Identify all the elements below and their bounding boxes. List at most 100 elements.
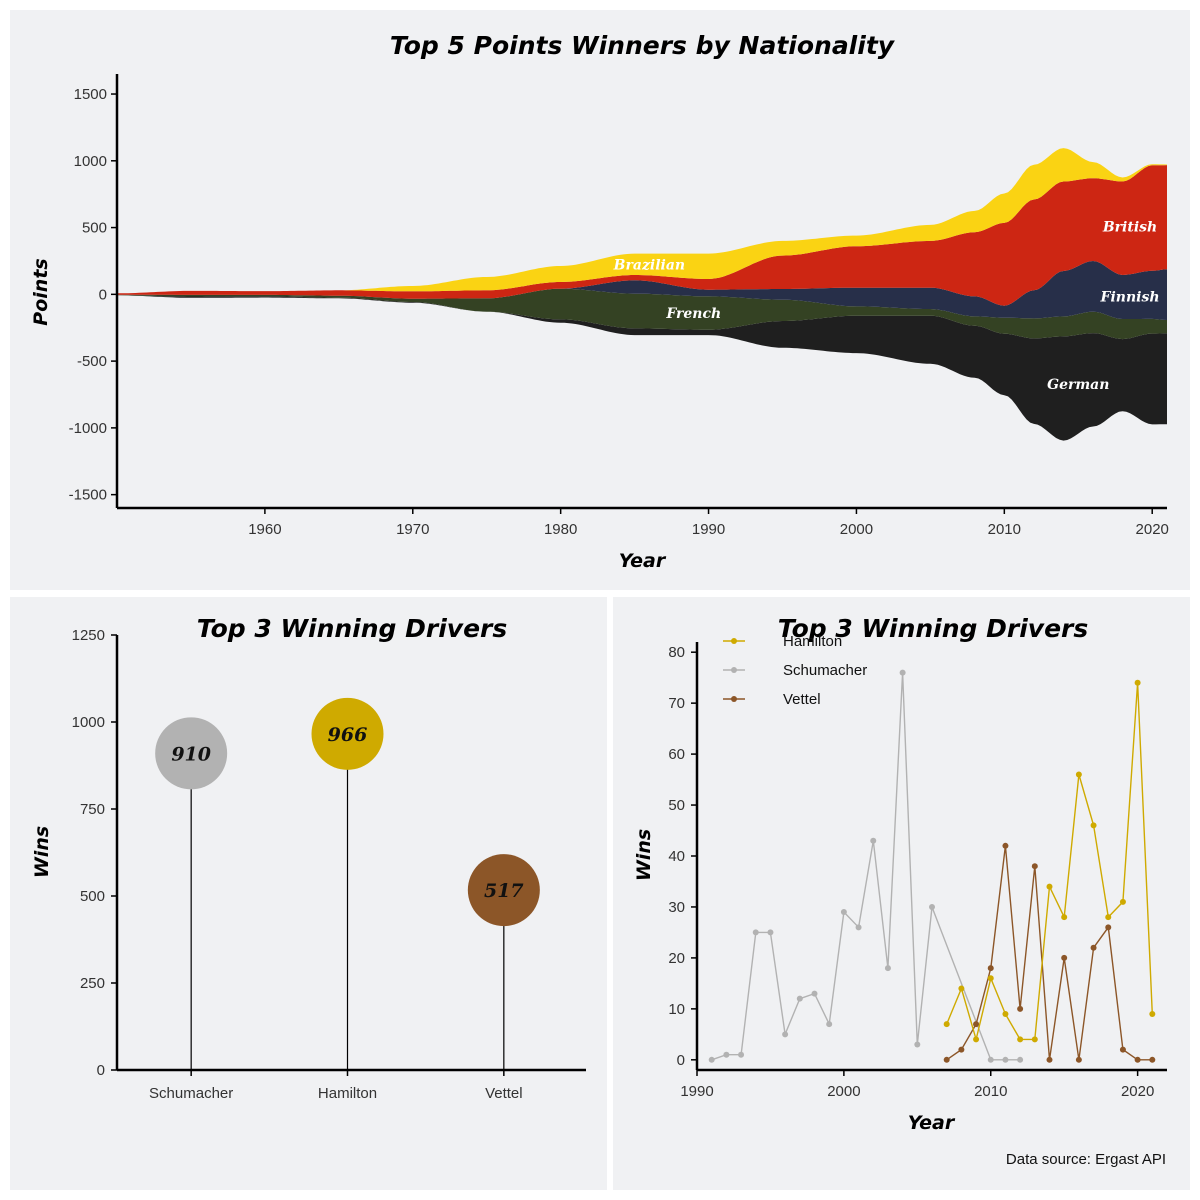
lollipop-x-tick-label-hamilton: Hamilton (318, 1085, 377, 1102)
line-point-vettel (973, 1021, 980, 1028)
lollipop-y-axis-title: Wins (31, 826, 53, 878)
line-point-vettel (987, 965, 994, 972)
line-point-schumacher (723, 1051, 730, 1058)
legend-label-vettel: Vettel (783, 691, 821, 708)
x-tick-label: 1990 (692, 521, 725, 538)
line-point-schumacher (738, 1051, 745, 1058)
lollipop-value-label-hamilton: 966 (328, 724, 368, 746)
line-point-hamilton (973, 1036, 980, 1043)
stream-area-brazilian (117, 148, 1167, 294)
x-tick-label: 1960 (248, 521, 281, 538)
line-point-hamilton (1002, 1010, 1009, 1017)
line-title: Top 3 Winning Drivers (778, 614, 1089, 643)
line-y-tick-label: 0 (677, 1052, 685, 1069)
y-axis-title: Points (30, 258, 52, 325)
line-point-vettel (1134, 1056, 1141, 1063)
line-point-schumacher (752, 929, 759, 936)
stream-label-french: French (665, 306, 721, 322)
lollipop-y-tick-label: 1250 (72, 627, 105, 644)
line-point-schumacher (914, 1041, 921, 1048)
stream-area-finnish (117, 261, 1167, 320)
y-tick-label: 0 (99, 286, 107, 303)
legend-label-schumacher: Schumacher (783, 662, 867, 679)
line-point-vettel (1061, 954, 1068, 961)
x-axis-title: Year (619, 550, 667, 572)
line-series-hamilton (946, 682, 1153, 1043)
line-point-schumacher (987, 1056, 994, 1063)
line-chart: Top 3 Winning Drivers 01020304050607080 … (633, 614, 1167, 1168)
lollipop-value-label-vettel: 517 (484, 880, 524, 902)
line-point-schumacher (1017, 1056, 1024, 1063)
x-tick-label: 1980 (544, 521, 577, 538)
line-point-schumacher (855, 924, 862, 931)
streamgraph-panel: Top 5 Points Winners by Nationality Germ… (10, 10, 1190, 590)
x-tick-label: 2020 (1136, 521, 1169, 538)
lollipop-y-tick-label: 500 (80, 888, 105, 905)
line-point-vettel (1031, 863, 1038, 870)
lollipop-bubble-vettel (467, 854, 540, 927)
lollipop-x-tick-label-vettel: Vettel (485, 1085, 523, 1102)
line-point-hamilton (1134, 679, 1141, 686)
line-point-hamilton (1119, 898, 1126, 905)
line-y-tick-label: 10 (668, 1001, 685, 1018)
line-point-hamilton (987, 975, 994, 982)
y-tick-label: -1000 (69, 420, 107, 437)
streamgraph-title: Top 5 Points Winners by Nationality (390, 31, 896, 60)
line-point-vettel (1046, 1056, 1053, 1063)
line-point-hamilton (1017, 1036, 1024, 1043)
lollipop-title: Top 3 Winning Drivers (197, 614, 508, 643)
line-point-schumacher (767, 929, 774, 936)
line-point-vettel (1149, 1056, 1156, 1063)
legend-key-point-vettel (731, 696, 737, 702)
line-point-vettel (1017, 1005, 1024, 1012)
line-point-schumacher (840, 909, 847, 916)
y-tick-label: 1500 (74, 86, 107, 103)
lollipop-chart: Top 3 Winning Drivers 910 966 517 0 250 500 7… (31, 614, 586, 1102)
lollipop-bubble-hamilton (311, 697, 384, 770)
line-y-tick-label: 40 (668, 848, 685, 865)
stream-area-british (117, 165, 1167, 306)
line-x-tick-label: 1990 (680, 1083, 713, 1100)
lollipop-value-label-schumacher: 910 (171, 743, 211, 765)
line-point-schumacher (708, 1056, 715, 1063)
stream-label-german: German (1047, 377, 1109, 393)
line-point-schumacher (796, 995, 803, 1002)
line-legend: Hamilton Schumacher Vettel (723, 633, 867, 708)
line-series-schumacher (711, 672, 1021, 1061)
line-point-hamilton (943, 1021, 950, 1028)
line-point-hamilton (1031, 1036, 1038, 1043)
line-y-tick-label: 70 (668, 695, 685, 712)
line-series-vettel (946, 845, 1153, 1061)
y-tick-label: 1000 (74, 153, 107, 170)
line-point-schumacher (1002, 1056, 1009, 1063)
line-y-tick-label: 80 (668, 644, 685, 661)
line-x-axis-title: Year (908, 1112, 956, 1134)
lollipop-y-tick-label: 0 (97, 1062, 105, 1079)
line-x-tick-label: 2010 (974, 1083, 1007, 1100)
y-tick-label: -500 (77, 353, 107, 370)
line-point-vettel (1002, 842, 1009, 849)
line-point-hamilton (1061, 914, 1068, 921)
line-point-hamilton (1090, 822, 1097, 829)
x-tick-label: 2010 (988, 521, 1021, 538)
line-point-vettel (958, 1046, 965, 1053)
line-y-tick-label: 60 (668, 746, 685, 763)
line-point-schumacher (899, 669, 906, 676)
line-point-schumacher (826, 1021, 833, 1028)
lollipop-y-tick-label: 250 (80, 975, 105, 992)
line-point-schumacher (782, 1031, 789, 1038)
line-x-tick-label: 2000 (827, 1083, 860, 1100)
line-point-vettel (1075, 1056, 1082, 1063)
line-point-hamilton (958, 985, 965, 992)
line-y-tick-label: 20 (668, 950, 685, 967)
x-tick-label: 1970 (396, 521, 429, 538)
line-x-tick-label: 2020 (1121, 1083, 1154, 1100)
line-point-schumacher (870, 837, 877, 844)
line-point-schumacher (929, 903, 935, 910)
line-y-tick-label: 30 (668, 899, 685, 916)
lollipop-bubble-schumacher (155, 717, 228, 790)
line-point-vettel (1090, 944, 1097, 951)
legend-label-hamilton: Hamilton (783, 633, 842, 650)
stream-label-british: British (1102, 220, 1157, 236)
stream-label-brazilian: Brazilian (613, 258, 685, 274)
